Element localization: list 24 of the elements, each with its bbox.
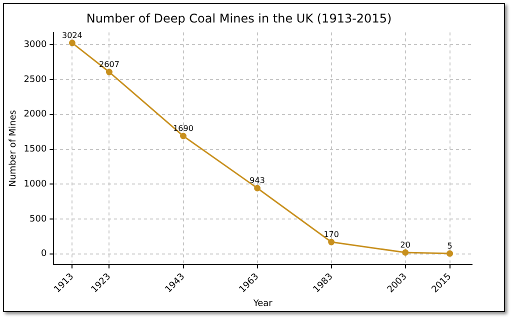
point [446,250,454,257]
point [328,238,335,246]
data-label: 1690 [173,124,194,134]
point [68,40,76,46]
data-label: 943 [250,176,265,186]
y-tick-label: 1000 [24,179,47,190]
y-tick-label: 0 [40,249,47,260]
x-axis-title: Year [252,298,273,309]
point [402,249,409,256]
y-tick-label: 1500 [24,144,47,155]
data-label: 3024 [62,31,82,40]
data-label: 5 [447,242,452,251]
data-label: 170 [324,230,339,240]
y-tick-label: 2000 [24,110,47,120]
chart-title: Number of Deep Coal Mines in the UK (1913-2015) [86,11,392,26]
data-label: 20 [400,240,410,250]
point [254,184,261,192]
point [180,132,187,140]
y-tick-label: 2500 [24,74,47,85]
point [106,68,112,76]
y-tick-label: 500 [30,214,47,224]
data-label: 2607 [99,60,120,70]
y-tick-label: 3000 [24,40,47,50]
y-axis-title: Number of Mines [8,110,19,187]
